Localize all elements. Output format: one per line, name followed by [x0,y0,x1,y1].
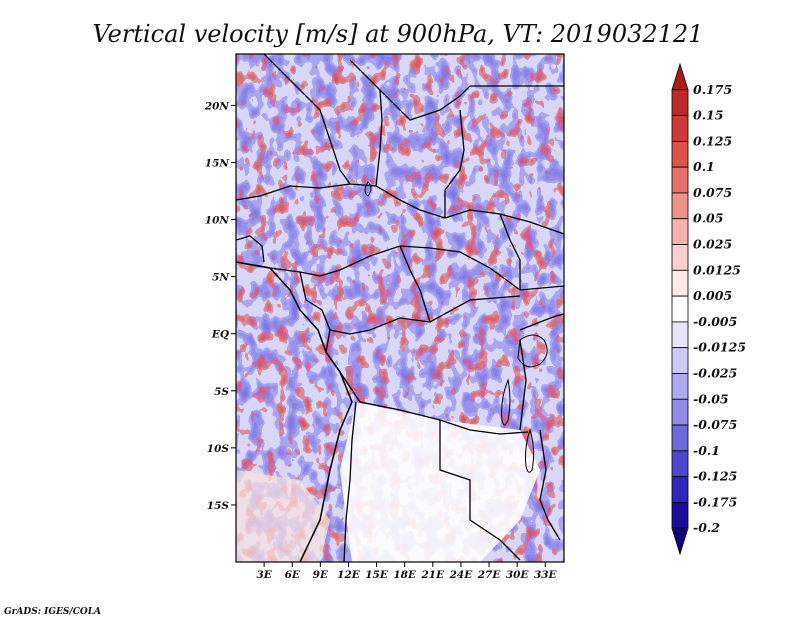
colorbar-label: -0.025 [693,365,737,380]
y-tick-label: 15N [205,157,230,169]
x-tick-label: 21E [420,569,445,581]
lakes [364,181,548,473]
y-tick-label: 20N [204,100,230,112]
colorbar-segment [671,62,689,91]
colorbar-segment [671,269,689,297]
colorbar-label: 0.1 [693,159,715,174]
colorbar-segment [671,89,689,116]
x-axis: 3E 6E 9E 12E 15E 18E 21E 24E 27E 30E 33E [256,562,558,581]
colorbar-segment [671,192,689,220]
y-tick-label: 5S [214,386,229,398]
colorbar-segment [671,218,689,245]
x-tick-label: 18E [393,569,417,581]
grads-credit: GrADS: IGES/COLA [4,607,101,617]
weak-motion-region-ocean [236,470,330,562]
colorbar-label: 0.15 [693,108,723,123]
x-tick-label: 27E [477,569,502,581]
x-tick-label: 30E [506,569,530,581]
colorbar-segment [671,115,689,142]
colorbar-label: -0.05 [693,391,729,406]
colorbar-label: -0.075 [693,417,737,432]
x-tick-label: 33E [534,569,558,581]
map-frame [235,53,565,563]
colorbar-label: 0.125 [693,133,732,148]
y-axis: 20N 15N 10N 5N EQ 5S 10S 15S [204,100,236,512]
y-tick-label: 15S [207,500,230,512]
colorbar-label: 0.175 [693,82,732,97]
weak-motion-region [340,402,540,562]
colorbar-segment [671,244,689,271]
colorbar-segment [671,166,689,194]
colorbar-segment [671,450,689,478]
colorbar-segment [671,398,689,426]
colorbar-label: -0.175 [693,494,737,509]
y-tick-label: EQ [211,329,229,341]
x-tick-label: 24E [449,569,474,581]
colorbar-segment [671,347,689,374]
colorbar-label: 0.025 [693,237,732,252]
colorbar-segment [671,424,689,452]
colorbar-segment [671,373,689,400]
colorbar-segment [671,502,689,529]
colorbar: 0.175 0.15 0.125 0.1 0.075 0.05 0.025 0.0125 0.0… [671,62,746,556]
colorbar-label: -0.125 [693,469,737,484]
colorbar-segment [671,140,689,168]
colorbar-label: -0.0125 [693,340,746,355]
colorbar-label: -0.005 [693,314,737,329]
colorbar-segment [671,295,689,323]
colorbar-segment [671,321,689,349]
x-tick-label: 12E [337,569,361,581]
colorbar-label: 0.05 [693,211,723,226]
x-tick-label: 6E [285,569,301,581]
x-tick-label: 3E [256,569,272,581]
chart-title: Vertical velocity [m/s] at 900hPa, VT: 2… [93,20,704,48]
colorbar-segment [671,527,689,556]
y-tick-label: 10N [205,215,230,227]
colorbar-label: 0.0125 [693,262,741,277]
y-tick-label: 10S [207,443,230,455]
colorbar-label: 0.005 [693,288,732,303]
colorbar-label: -0.1 [693,443,720,458]
x-tick-label: 9E [313,569,329,581]
colorbar-label: -0.2 [693,520,720,535]
x-tick-label: 15E [365,569,389,581]
map-plot-area [236,54,564,562]
colorbar-label: 0.075 [693,185,732,200]
coastline [236,261,353,562]
colorbar-segment [671,476,689,503]
y-tick-label: 5N [212,272,229,284]
country-borders [236,54,564,562]
